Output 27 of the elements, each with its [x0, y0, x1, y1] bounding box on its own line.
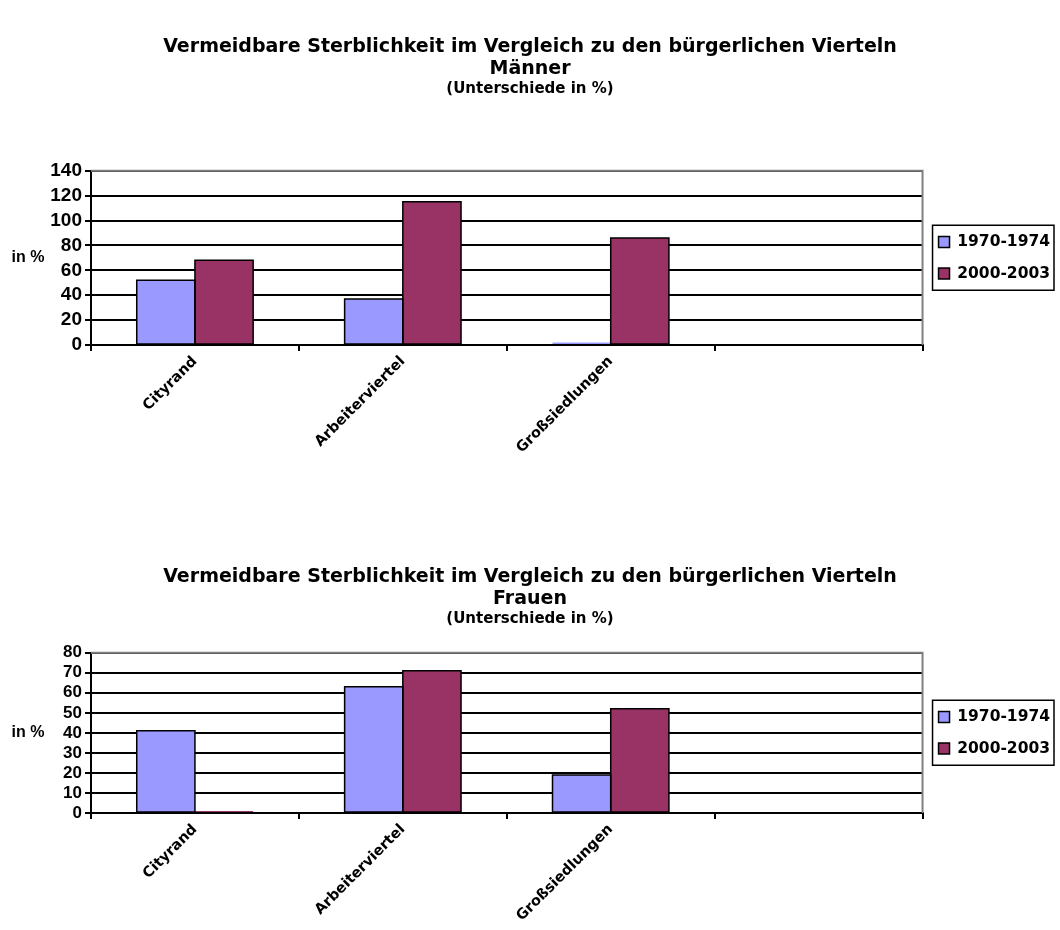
- legend-label: 2000-2003: [957, 738, 1051, 757]
- y-tick-label: 40: [60, 283, 82, 305]
- legend-label: 1970-1974: [957, 707, 1051, 726]
- y-tick-label: 60: [63, 682, 82, 702]
- y-tick-label: 0: [71, 333, 82, 355]
- y-tick-label: 0: [72, 802, 82, 822]
- y-tick-label: 50: [63, 702, 82, 722]
- y-tick-label: 20: [60, 308, 82, 330]
- y-tick-label: 80: [63, 642, 82, 662]
- chart-title: Vermeidbare Sterblichkeit im Vergleich zu den bürgerlichen Vierteln Frauen: [163, 563, 897, 608]
- y-tick-label: 70: [63, 662, 82, 682]
- chart-title: Vermeidbare Sterblichkeit im Vergleich zu den bürgerlichen Vierteln Männer: [163, 33, 897, 78]
- y-tick-label: 100: [50, 208, 82, 230]
- y-tick-label: 140: [50, 158, 82, 180]
- y-tick-label: 10: [63, 782, 82, 802]
- chart-subtitle: (Unterschiede in %): [446, 78, 614, 97]
- chart-subtitle: (Unterschiede in %): [446, 608, 614, 627]
- y-tick-label: 40: [63, 722, 82, 742]
- y-tick-label: 30: [63, 742, 82, 762]
- y-axis-title: in %: [11, 723, 45, 741]
- legend-label: 1970-1974: [957, 232, 1051, 251]
- legend-label: 2000-2003: [957, 263, 1051, 282]
- y-tick-label: 60: [60, 258, 82, 280]
- y-axis-title: in %: [11, 248, 45, 266]
- y-tick-label: 80: [60, 233, 82, 255]
- y-tick-label: 120: [50, 183, 82, 205]
- y-tick-label: 20: [63, 762, 82, 782]
